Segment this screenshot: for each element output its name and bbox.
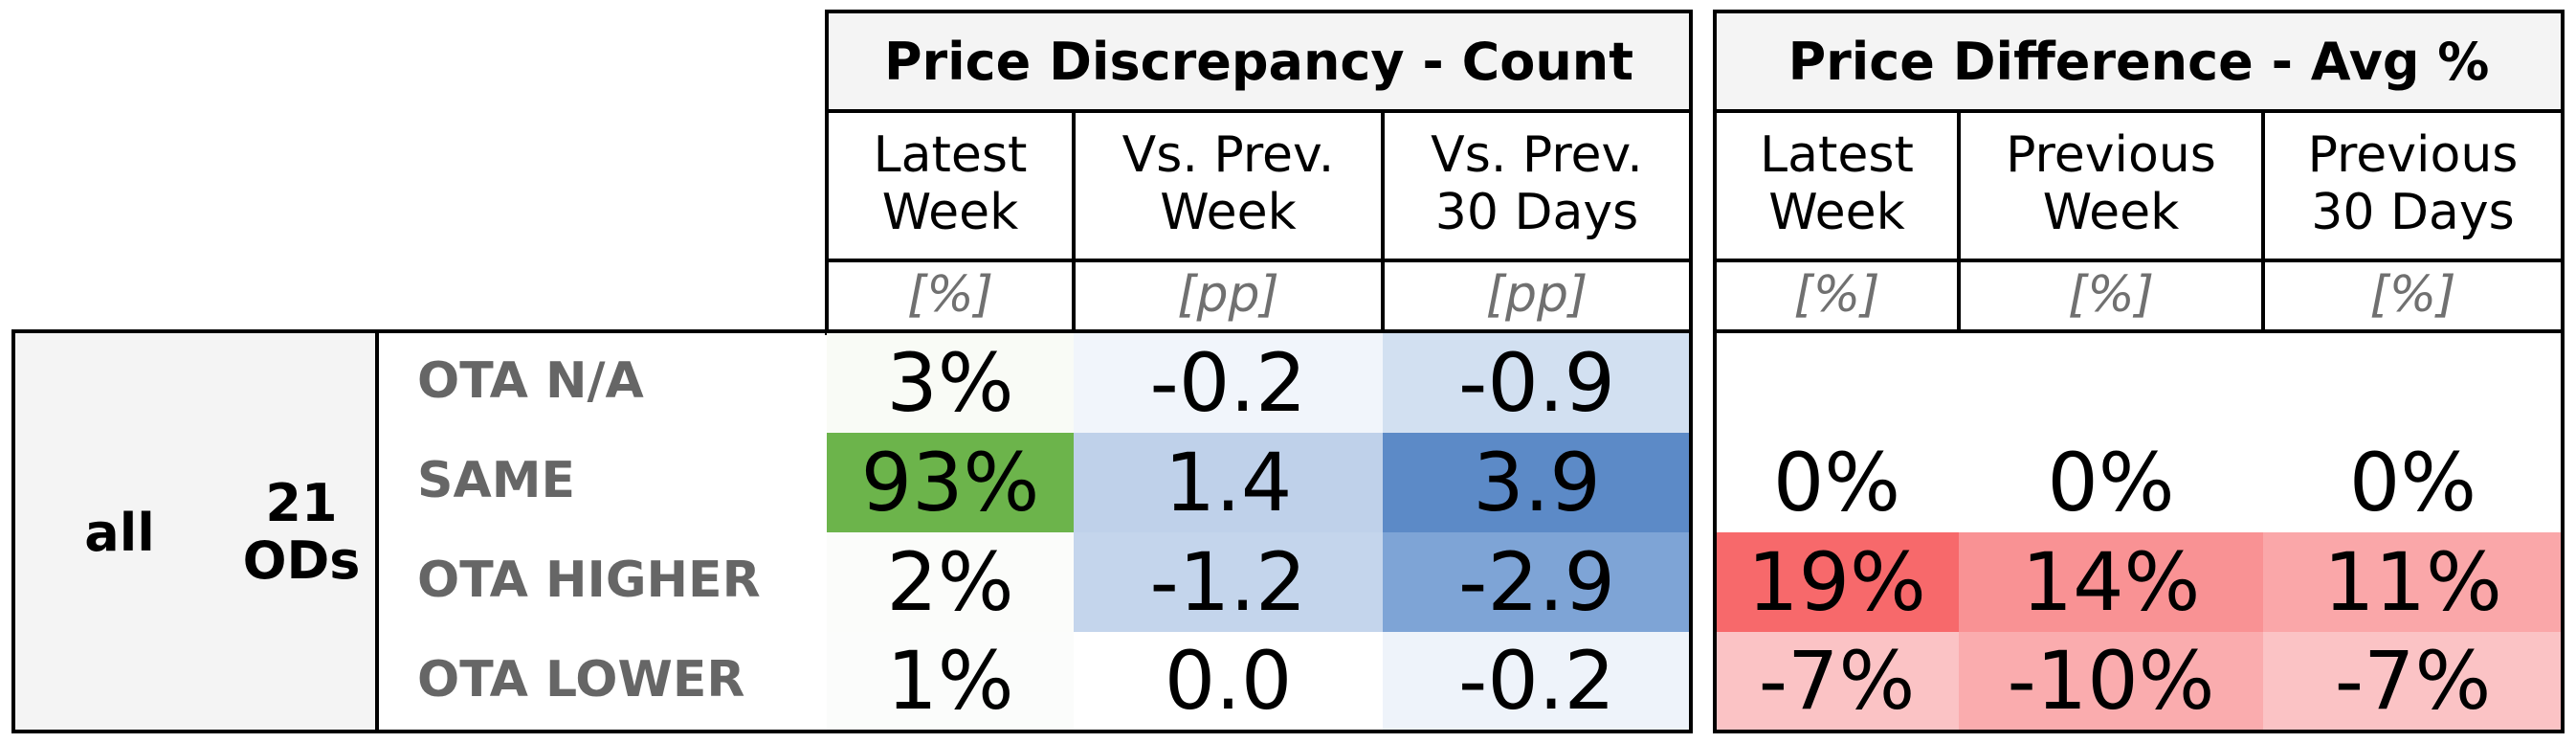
table-cell: 11% xyxy=(2263,532,2563,632)
row-label: OTA HIGHER xyxy=(417,552,761,609)
table-cell: 0.0 xyxy=(1074,632,1383,730)
col-unit: [pp] xyxy=(1072,259,1385,335)
table-cell: -0.9 xyxy=(1383,333,1691,433)
col-header-line: Week xyxy=(1768,184,1905,241)
table-cell: 0% xyxy=(1959,433,2263,532)
col-header-line: Vs. Prev. xyxy=(1431,126,1643,184)
row-label: OTA LOWER xyxy=(417,651,745,709)
table-cell: -10% xyxy=(1959,632,2263,730)
table-cell xyxy=(1959,333,2263,433)
row-group-panel xyxy=(11,331,379,732)
table-cell: 93% xyxy=(827,433,1074,532)
row-group-divider xyxy=(375,329,379,733)
col-header-line: Week xyxy=(1160,184,1297,241)
row-label: SAME xyxy=(417,452,575,509)
od-count-line: ODs xyxy=(242,530,361,591)
col-header: Vs. Prev. Week xyxy=(1072,109,1385,262)
col-unit: [%] xyxy=(1957,259,2265,335)
group-title-difference: Price Difference - Avg % xyxy=(1713,10,2565,113)
col-header-line: Latest xyxy=(873,126,1028,184)
group-title-discrepancy: Price Discrepancy - Count xyxy=(825,10,1693,113)
col-header-line: 30 Days xyxy=(1434,184,1639,241)
table-cell xyxy=(1715,333,1959,433)
table-cell: 3.9 xyxy=(1383,433,1691,532)
table-cell: -1.2 xyxy=(1074,532,1383,632)
col-header: Previous Week xyxy=(1957,109,2265,262)
od-count-line: 21 xyxy=(265,473,338,533)
col-header-line: 30 Days xyxy=(2311,184,2515,241)
col-unit: [pp] xyxy=(1381,259,1693,335)
table-cell: 0% xyxy=(1715,433,1959,532)
col-header-line: Previous xyxy=(2307,126,2519,184)
row-label: OTA N/A xyxy=(417,352,644,410)
col-header-line: Previous xyxy=(2006,126,2216,184)
od-count-label: 21 ODs xyxy=(230,465,373,599)
table-cell: 14% xyxy=(1959,532,2263,632)
table-cell xyxy=(2263,333,2563,433)
table-cell: -0.2 xyxy=(1074,333,1383,433)
col-unit: [%] xyxy=(2261,259,2565,335)
col-header-line: Latest xyxy=(1760,126,1914,184)
col-header: Vs. Prev. 30 Days xyxy=(1381,109,1693,262)
segment-label: all xyxy=(84,502,155,563)
table-cell: 19% xyxy=(1715,532,1959,632)
table-cell: 1% xyxy=(827,632,1074,730)
table-cell: 1.4 xyxy=(1074,433,1383,532)
table-cell: 0% xyxy=(2263,433,2563,532)
table-cell: -0.2 xyxy=(1383,632,1691,730)
col-header-line: Week xyxy=(881,184,1019,241)
table-cell: -2.9 xyxy=(1383,532,1691,632)
table-cell: -7% xyxy=(1715,632,1959,730)
col-unit: [%] xyxy=(1713,259,1961,335)
col-header: Previous 30 Days xyxy=(2261,109,2565,262)
table-cell: -7% xyxy=(2263,632,2563,730)
col-unit: [%] xyxy=(825,259,1076,335)
col-header-line: Week xyxy=(2042,184,2180,241)
table-cell: 2% xyxy=(827,532,1074,632)
col-header: Latest Week xyxy=(1713,109,1961,262)
table-cell: 3% xyxy=(827,333,1074,433)
col-header-line: Vs. Prev. xyxy=(1121,126,1335,184)
col-header: Latest Week xyxy=(825,109,1076,262)
